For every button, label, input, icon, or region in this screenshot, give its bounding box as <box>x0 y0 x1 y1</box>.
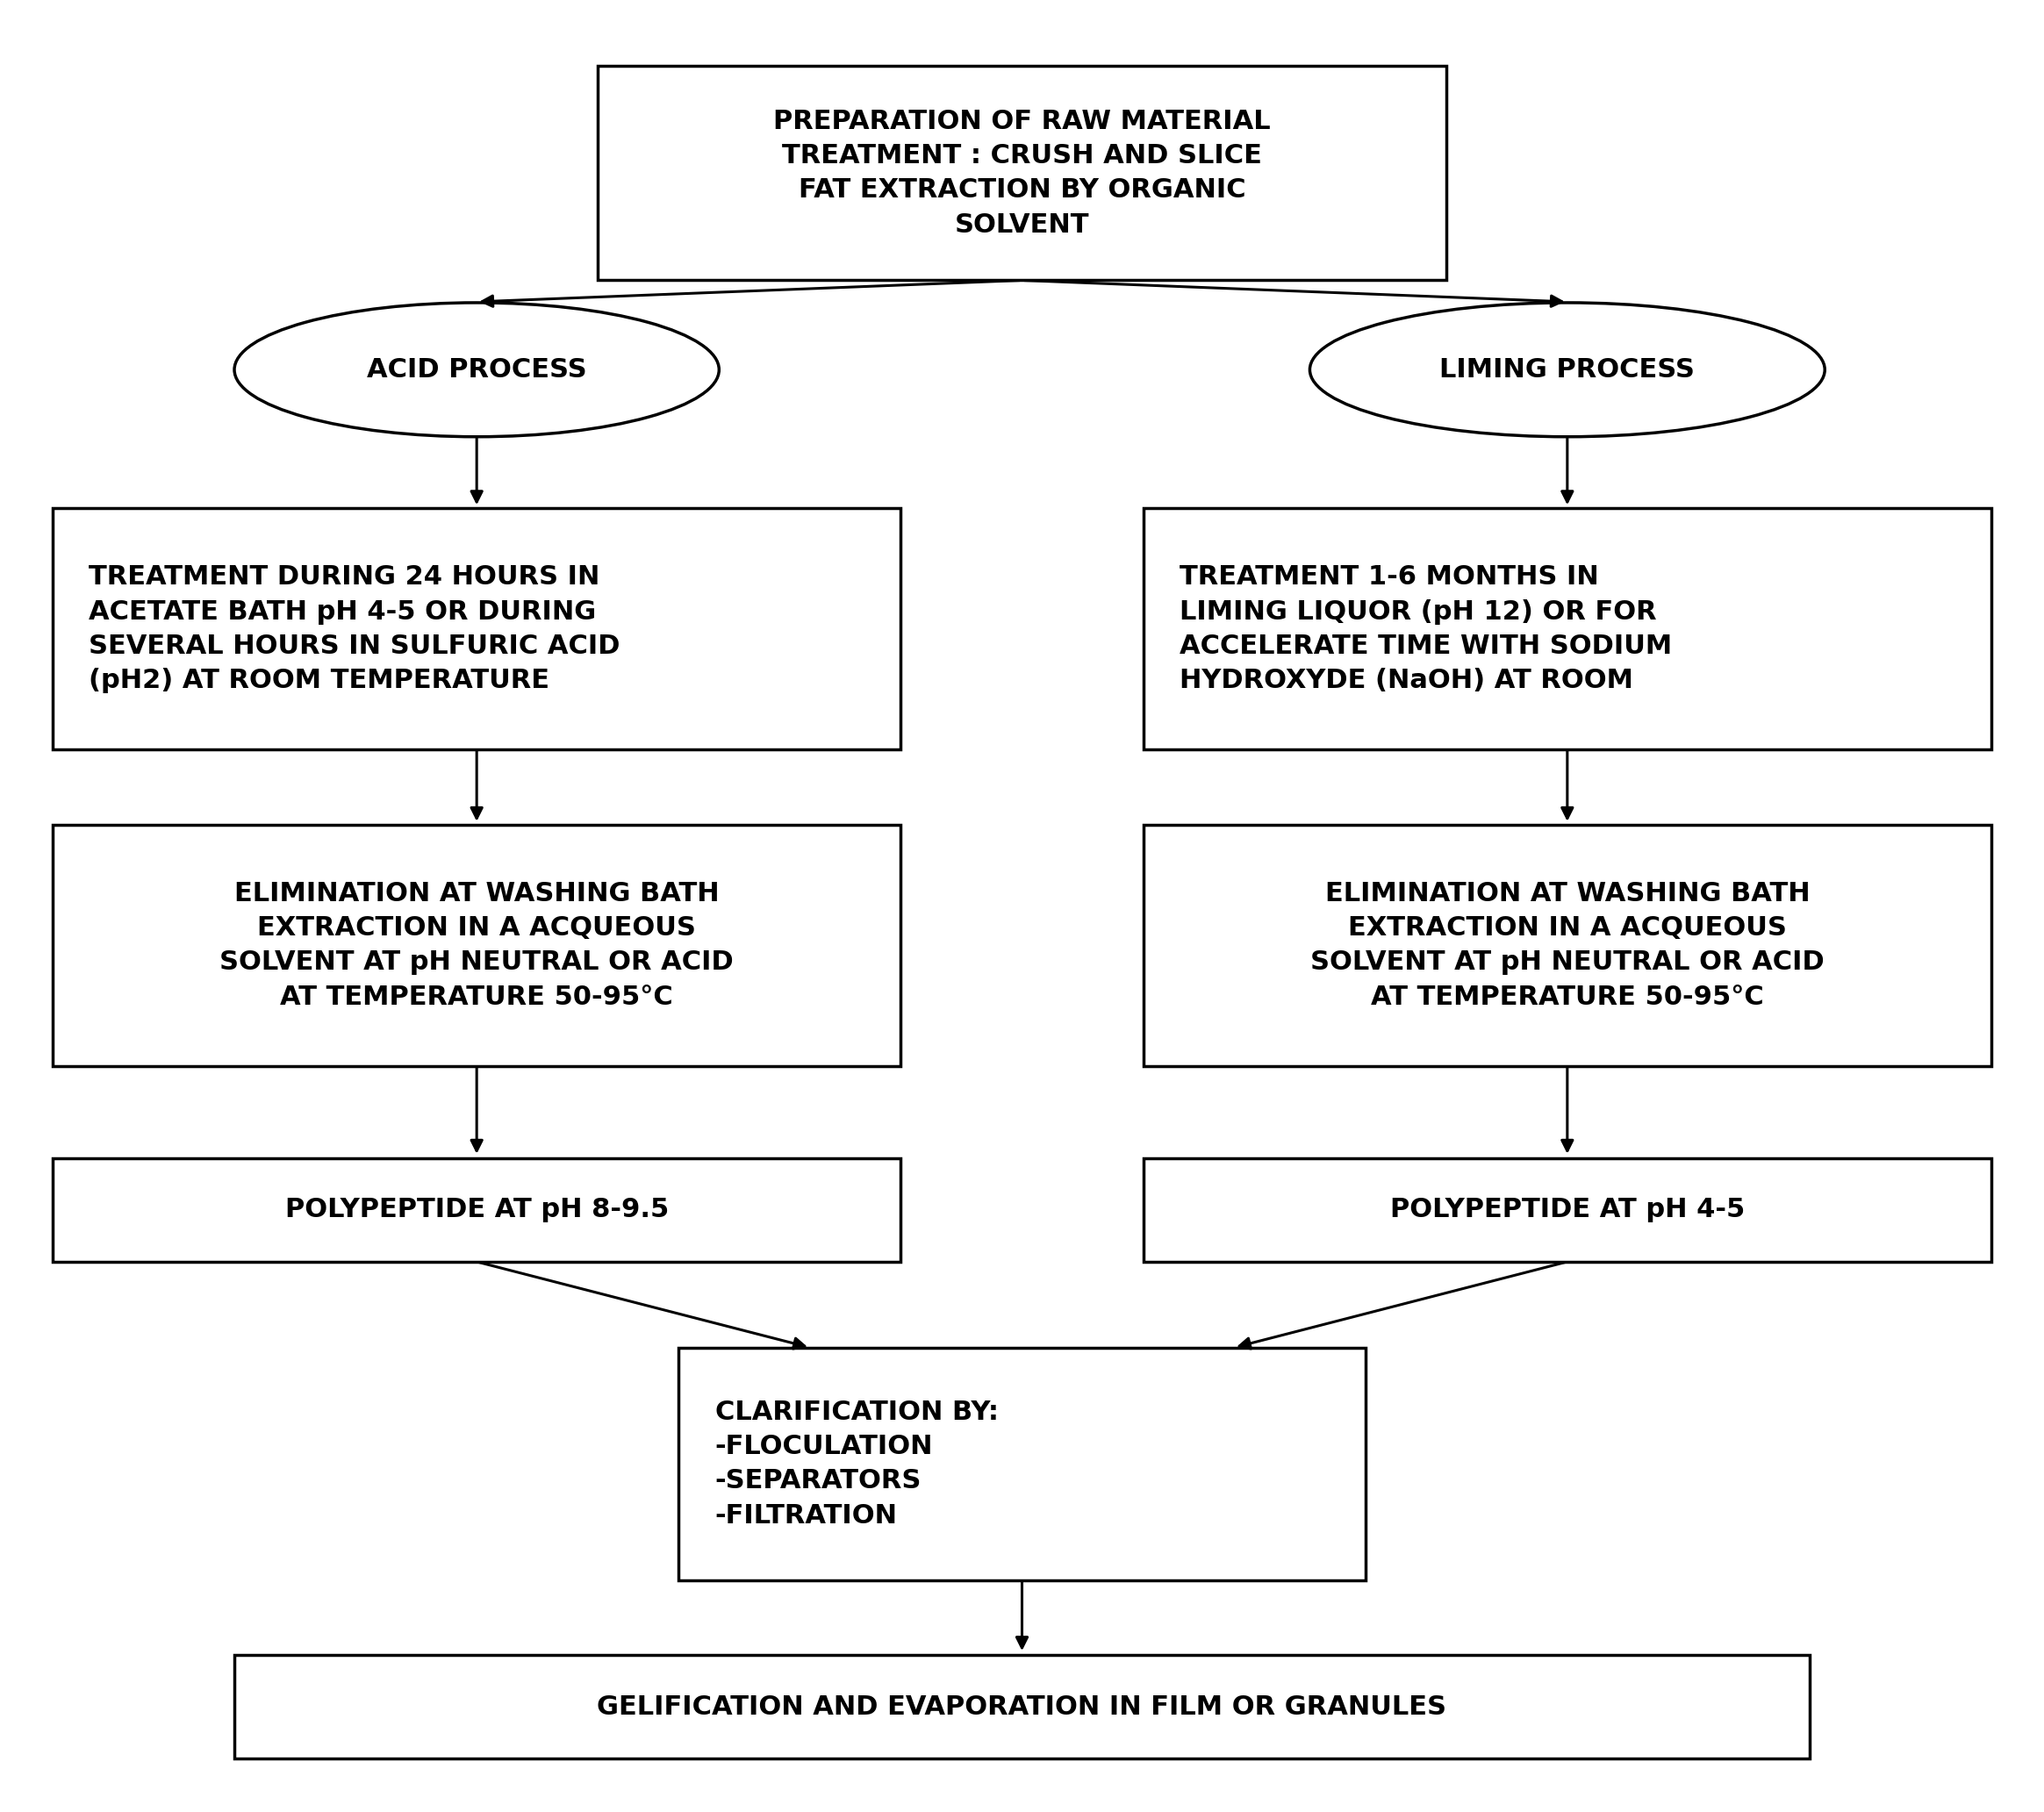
Text: TREATMENT DURING 24 HOURS IN
ACETATE BATH pH 4-5 OR DURING
SEVERAL HOURS IN SULF: TREATMENT DURING 24 HOURS IN ACETATE BAT… <box>90 564 619 694</box>
Text: PREPARATION OF RAW MATERIAL
TREATMENT : CRUSH AND SLICE
FAT EXTRACTION BY ORGANI: PREPARATION OF RAW MATERIAL TREATMENT : … <box>773 109 1271 237</box>
FancyBboxPatch shape <box>599 65 1445 281</box>
Text: TREATMENT 1-6 MONTHS IN
LIMING LIQUOR (pH 12) OR FOR
ACCELERATE TIME WITH SODIUM: TREATMENT 1-6 MONTHS IN LIMING LIQUOR (p… <box>1179 564 1672 694</box>
Text: GELIFICATION AND EVAPORATION IN FILM OR GRANULES: GELIFICATION AND EVAPORATION IN FILM OR … <box>597 1694 1447 1720</box>
Text: ELIMINATION AT WASHING BATH
EXTRACTION IN A ACQUEOUS
SOLVENT AT pH NEUTRAL OR AC: ELIMINATION AT WASHING BATH EXTRACTION I… <box>1310 881 1825 1009</box>
FancyBboxPatch shape <box>679 1348 1365 1580</box>
Text: POLYPEPTIDE AT pH 8-9.5: POLYPEPTIDE AT pH 8-9.5 <box>284 1198 668 1223</box>
Ellipse shape <box>1310 303 1825 437</box>
Text: ELIMINATION AT WASHING BATH
EXTRACTION IN A ACQUEOUS
SOLVENT AT pH NEUTRAL OR AC: ELIMINATION AT WASHING BATH EXTRACTION I… <box>219 881 734 1009</box>
Ellipse shape <box>235 303 719 437</box>
FancyBboxPatch shape <box>53 824 901 1065</box>
FancyBboxPatch shape <box>1143 1158 1991 1261</box>
FancyBboxPatch shape <box>53 507 901 750</box>
Text: LIMING PROCESS: LIMING PROCESS <box>1439 357 1694 382</box>
Text: ACID PROCESS: ACID PROCESS <box>366 357 587 382</box>
Text: POLYPEPTIDE AT pH 4-5: POLYPEPTIDE AT pH 4-5 <box>1390 1198 1746 1223</box>
FancyBboxPatch shape <box>53 1158 901 1261</box>
FancyBboxPatch shape <box>1143 507 1991 750</box>
FancyBboxPatch shape <box>235 1654 1809 1759</box>
FancyBboxPatch shape <box>1143 824 1991 1065</box>
Text: CLARIFICATION BY:
-FLOCULATION
-SEPARATORS
-FILTRATION: CLARIFICATION BY: -FLOCULATION -SEPARATO… <box>715 1399 997 1528</box>
